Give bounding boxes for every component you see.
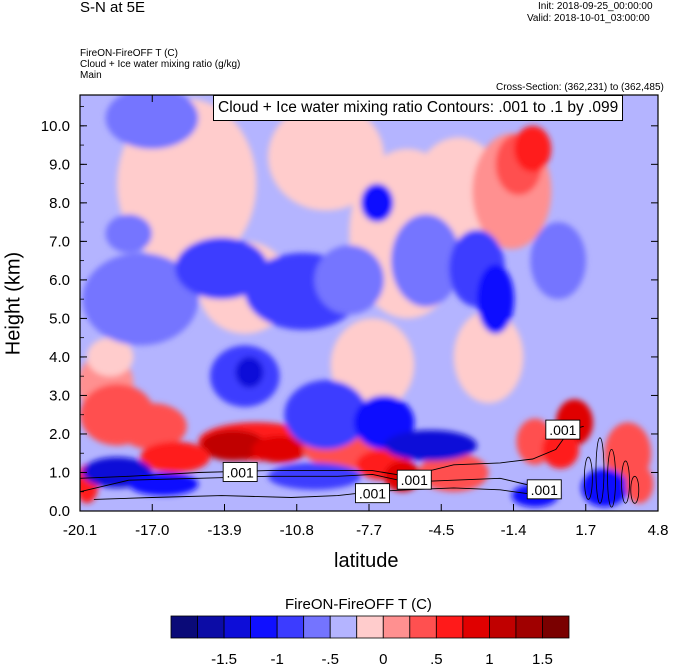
colorbar-swatch	[250, 615, 278, 639]
x-tick-label: -1.4	[501, 522, 527, 539]
field-patch	[581, 468, 628, 508]
y-tick-label: 9.0	[49, 156, 70, 173]
svg-text:.001: .001	[531, 482, 558, 498]
field-patch	[360, 183, 394, 223]
field-patch	[530, 222, 587, 300]
field-patch	[268, 102, 385, 211]
y-tick-label: 7.0	[49, 233, 70, 250]
field-patch	[82, 252, 199, 346]
contour-label: .001	[355, 483, 390, 504]
colorbar-swatch	[382, 615, 411, 639]
plot-location-title: S-N at 5E	[80, 0, 146, 16]
x-tick-label: 1.7	[575, 522, 596, 539]
y-tick-label: 4.0	[49, 349, 70, 366]
field-patch	[314, 245, 385, 315]
temperature-difference-field	[80, 95, 654, 508]
field-patch	[105, 95, 199, 149]
field-name-line1: FireON-FireOFF T (C)	[80, 48, 178, 59]
svg-text:.001: .001	[401, 472, 428, 488]
contour-line	[607, 448, 616, 508]
y-tick-label: 1.0	[49, 464, 70, 481]
contour-label: .001	[222, 462, 258, 482]
colorbar-swatch	[542, 615, 570, 639]
x-tick-label: -4.5	[428, 522, 454, 539]
x-tick-label: -20.1	[63, 522, 97, 539]
field-name-line3: Main	[80, 70, 102, 81]
field-patch	[117, 403, 187, 450]
field-patch	[384, 430, 477, 461]
colorbar-swatch	[329, 615, 358, 639]
colorbar-title: FireON-FireOFF T (C)	[285, 596, 432, 613]
field-patch	[200, 430, 266, 461]
x-tick-label: -17.0	[135, 522, 169, 539]
colorbar-label: -.5	[321, 651, 339, 668]
colorbar-label: .5	[430, 651, 443, 668]
contour-line	[595, 437, 605, 504]
contour-label: .001	[396, 469, 432, 490]
y-axis-label: Height (km)	[2, 251, 25, 356]
colorbar-swatch	[462, 615, 490, 639]
contour-line	[583, 456, 593, 500]
colorbar-swatch	[435, 615, 464, 639]
contour-label: .001	[545, 419, 581, 440]
field-patch	[514, 125, 552, 173]
colorbar-swatch	[303, 615, 331, 639]
field-patch	[453, 310, 524, 404]
field-patch	[140, 441, 210, 473]
x-tick-label: -13.9	[207, 522, 241, 539]
y-tick-label: 6.0	[49, 272, 70, 289]
x-tick-label: -7.7	[356, 522, 382, 539]
field-patch	[128, 472, 199, 496]
x-axis-label: latitude	[334, 550, 399, 572]
field-patch	[251, 435, 308, 463]
colorbar-swatch	[276, 615, 305, 639]
colorbar-swatch	[170, 615, 198, 639]
colorbar-swatch	[223, 615, 251, 639]
svg-text:.001: .001	[549, 422, 576, 438]
colorbar-swatch	[488, 615, 517, 639]
colorbar-label: 0	[379, 651, 387, 668]
colorbar-swatch	[409, 615, 437, 639]
init-time: Init: 2018-09-25_00:00:00	[538, 1, 653, 12]
valid-time: Valid: 2018-10-01_03:00:00	[527, 13, 650, 24]
contour-line	[621, 460, 630, 504]
y-tick-label: 3.0	[49, 387, 70, 404]
colorbar-label: 1.5	[532, 651, 553, 668]
colorbar-swatch	[197, 615, 225, 639]
y-tick-label: 2.0	[49, 426, 70, 443]
field-patch	[476, 264, 515, 334]
x-tick-label: -10.8	[280, 522, 314, 539]
x-tick-label: 4.8	[648, 522, 669, 539]
colorbar-label: -1.5	[211, 651, 237, 668]
colorbar-label: -1	[270, 651, 283, 668]
field-patch	[541, 430, 580, 469]
contour-line	[630, 475, 640, 504]
y-tick-label: 10.0	[41, 118, 70, 135]
field-patch	[105, 214, 152, 253]
y-tick-label: 5.0	[49, 310, 70, 327]
svg-text:.001: .001	[359, 486, 386, 502]
field-patch	[418, 453, 489, 492]
field-name-line2: Cloud + Ice water mixing ratio (g/kg)	[80, 59, 241, 70]
cross-section-label: Cross-Section: (362,231) to (362,485)	[496, 82, 664, 93]
field-patch	[86, 337, 134, 377]
field-patch	[235, 356, 264, 388]
svg-text:.001: .001	[227, 464, 254, 480]
chart-title: Cloud + Ice water mixing ratio Contours:…	[213, 95, 624, 121]
field-patch	[391, 214, 461, 307]
field-patch	[284, 380, 368, 450]
colorbar-swatch	[356, 615, 384, 639]
field-patch	[625, 464, 654, 504]
field-patch	[175, 237, 269, 300]
contour-line	[80, 473, 559, 493]
y-tick-label: 8.0	[49, 195, 70, 212]
contour-label: .001	[526, 479, 562, 500]
colorbar-swatch	[515, 615, 543, 639]
colorbar-label: 1	[485, 651, 493, 668]
y-tick-label: 0.0	[49, 503, 70, 520]
